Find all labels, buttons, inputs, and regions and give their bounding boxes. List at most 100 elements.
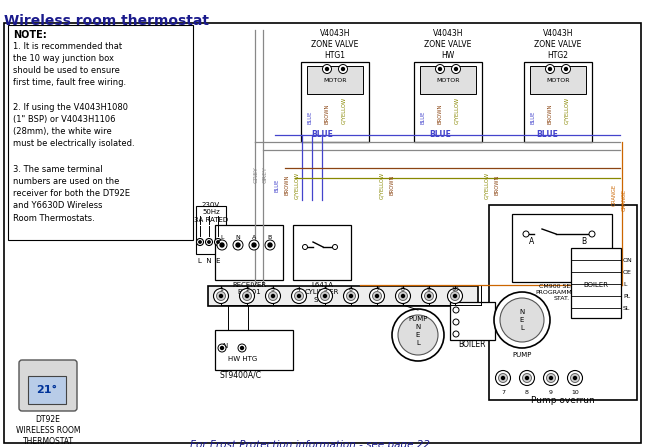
Text: BROWN: BROWN <box>284 175 290 195</box>
Text: G/YELLOW: G/YELLOW <box>379 172 384 198</box>
Circle shape <box>522 374 531 383</box>
Text: BROWN: BROWN <box>324 104 330 124</box>
Circle shape <box>292 288 306 304</box>
Circle shape <box>344 288 359 304</box>
Circle shape <box>568 371 582 385</box>
Circle shape <box>399 291 408 300</box>
Circle shape <box>495 371 510 385</box>
Bar <box>28 376 66 404</box>
Bar <box>420 66 476 94</box>
Text: V4043H
ZONE VALVE
HTG2: V4043H ZONE VALVE HTG2 <box>534 29 582 60</box>
Circle shape <box>206 239 212 245</box>
Text: G/YELLOW: G/YELLOW <box>341 97 346 124</box>
Text: BLUE: BLUE <box>275 178 279 192</box>
Text: L: L <box>520 325 524 331</box>
Text: L  N  E: L N E <box>198 258 221 264</box>
Circle shape <box>322 64 332 73</box>
Text: Pump overrun: Pump overrun <box>531 396 595 405</box>
Circle shape <box>424 291 433 300</box>
Circle shape <box>562 64 570 73</box>
Circle shape <box>370 288 384 304</box>
Text: A: A <box>530 237 535 246</box>
Circle shape <box>339 64 348 73</box>
Circle shape <box>241 346 244 350</box>
Text: OE: OE <box>498 320 507 325</box>
Text: MOTOR: MOTOR <box>323 77 347 83</box>
Circle shape <box>220 243 224 247</box>
Bar <box>215 225 283 280</box>
Text: DT92E
WIRELESS ROOM
THERMOSTAT: DT92E WIRELESS ROOM THERMOSTAT <box>15 415 80 446</box>
Circle shape <box>208 241 210 243</box>
Circle shape <box>450 291 459 300</box>
Text: Wireless room thermostat: Wireless room thermostat <box>4 14 209 28</box>
Text: G/YELLOW: G/YELLOW <box>295 172 299 198</box>
Circle shape <box>197 239 204 245</box>
Text: L: L <box>623 282 626 287</box>
Circle shape <box>589 231 595 237</box>
Text: BROWN: BROWN <box>548 104 553 124</box>
Bar <box>307 66 363 94</box>
Text: G/YELLOW: G/YELLOW <box>484 172 490 198</box>
Text: 9: 9 <box>549 390 553 395</box>
Circle shape <box>548 67 551 71</box>
Text: 1: 1 <box>219 287 223 292</box>
Circle shape <box>435 64 444 73</box>
Circle shape <box>239 288 255 304</box>
Circle shape <box>268 243 272 247</box>
Text: BROWN: BROWN <box>390 175 395 195</box>
Text: PUMP: PUMP <box>512 352 531 358</box>
Circle shape <box>398 315 438 355</box>
Text: 10: 10 <box>451 287 459 292</box>
Bar <box>196 206 226 254</box>
Bar <box>512 214 612 282</box>
Circle shape <box>550 376 553 380</box>
Text: G/YELLOW: G/YELLOW <box>455 97 459 124</box>
Circle shape <box>246 295 248 298</box>
Circle shape <box>375 295 379 298</box>
Circle shape <box>544 371 559 385</box>
Text: ORANGE: ORANGE <box>611 184 617 206</box>
Circle shape <box>499 374 508 383</box>
Text: N: N <box>223 343 228 349</box>
Circle shape <box>448 288 462 304</box>
Circle shape <box>218 344 226 352</box>
Circle shape <box>453 331 459 337</box>
Circle shape <box>221 346 224 350</box>
Circle shape <box>321 291 330 300</box>
Text: B: B <box>581 237 586 246</box>
Text: OL: OL <box>498 332 506 337</box>
Text: OE: OE <box>623 270 632 274</box>
Text: L641A
CYLINDER
STAT.: L641A CYLINDER STAT. <box>305 282 339 303</box>
Circle shape <box>439 67 441 71</box>
Circle shape <box>502 376 504 380</box>
Text: 21°: 21° <box>36 385 57 395</box>
Text: 9: 9 <box>427 287 431 292</box>
Text: SL: SL <box>623 305 630 311</box>
Circle shape <box>341 67 344 71</box>
Circle shape <box>453 307 459 313</box>
Circle shape <box>523 231 529 237</box>
Circle shape <box>428 295 430 298</box>
Circle shape <box>217 291 226 300</box>
Text: RECEIVER
BOR01: RECEIVER BOR01 <box>232 282 266 295</box>
Circle shape <box>324 295 326 298</box>
Bar <box>489 205 637 400</box>
Bar <box>293 225 351 280</box>
Circle shape <box>453 319 459 325</box>
Text: 8: 8 <box>525 390 529 395</box>
Circle shape <box>219 295 223 298</box>
Text: ON: ON <box>623 257 633 262</box>
Circle shape <box>249 240 259 250</box>
Circle shape <box>395 288 410 304</box>
Text: 2. If using the V4043H1080
(1" BSP) or V4043H1106
(28mm), the white wire
must be: 2. If using the V4043H1080 (1" BSP) or V… <box>13 103 135 148</box>
Bar <box>208 286 478 306</box>
Text: V4043H
ZONE VALVE
HTG1: V4043H ZONE VALVE HTG1 <box>312 29 359 60</box>
Text: BOILER: BOILER <box>584 282 608 288</box>
Circle shape <box>373 291 381 300</box>
Circle shape <box>295 291 304 300</box>
Text: L: L <box>220 235 224 240</box>
Circle shape <box>268 291 277 300</box>
Bar <box>530 66 586 94</box>
Bar <box>215 330 293 370</box>
Text: 2: 2 <box>245 287 249 292</box>
